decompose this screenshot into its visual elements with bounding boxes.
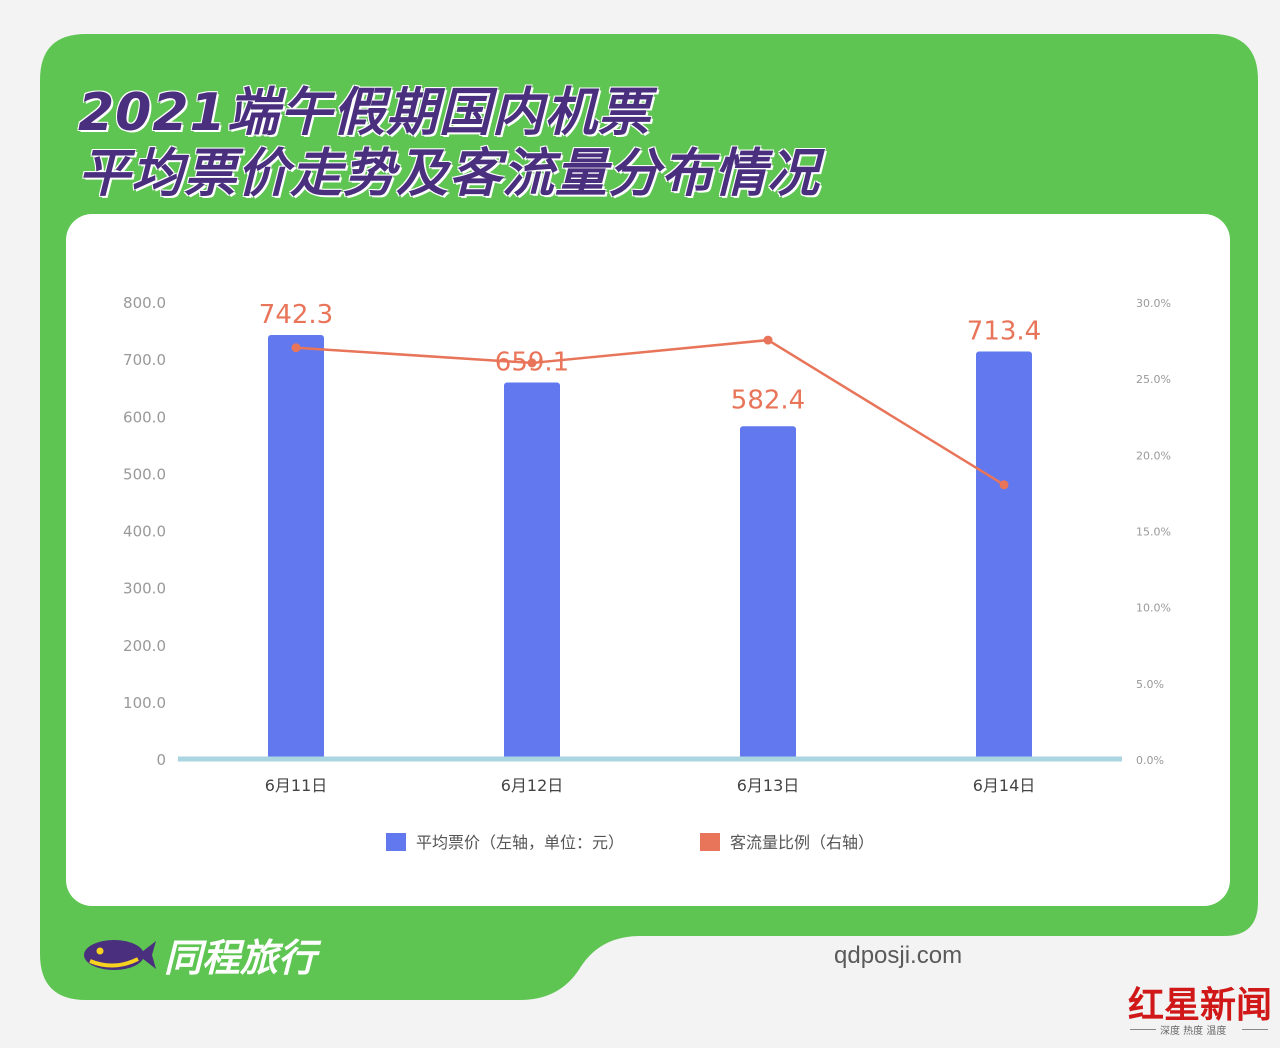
line-point-2 xyxy=(527,358,537,368)
line-point-4 xyxy=(999,480,1009,490)
left-axis-tick-label: 0 xyxy=(156,751,166,769)
x-axis-tick-label: 6月14日 xyxy=(973,776,1036,795)
bar-3 xyxy=(740,426,796,759)
x-axis-tick-label: 6月12日 xyxy=(501,776,564,795)
x-axis-tick-label: 6月11日 xyxy=(265,776,328,795)
chart-title-line-1: 2021端午假期国内机票 xyxy=(78,83,651,143)
news-rule-right xyxy=(1242,1029,1268,1030)
bar-2 xyxy=(504,382,560,759)
bar-data-label: 742.3 xyxy=(259,300,333,330)
left-axis-tick-label: 400.0 xyxy=(123,523,166,541)
news-tagline: 深度 热度 温度 xyxy=(1160,1026,1227,1037)
chart-card: 0 100.0 200.0 300.0 400.0 500.0 600.0 700.0 800.… xyxy=(66,214,1230,906)
left-axis-tick-label: 100.0 xyxy=(123,694,166,712)
bar-1 xyxy=(268,334,324,759)
left-axis-tick-label: 800.0 xyxy=(123,294,166,312)
right-axis-tick-label: 20.0% xyxy=(1136,449,1171,462)
chart-title-line-2: 平均票价走势及客流量分布情况 xyxy=(78,144,821,204)
left-axis-tick-label: 700.0 xyxy=(123,351,166,369)
line-point-1 xyxy=(291,343,301,353)
bar-data-label: 713.4 xyxy=(967,316,1041,346)
line-series-path xyxy=(295,338,1005,486)
legend-label-bars: 平均票价（左轴，单位：元） xyxy=(416,833,624,852)
news-rule-left xyxy=(1130,1029,1156,1030)
right-axis-tick-label: 5.0% xyxy=(1136,678,1164,691)
left-axis-tick-label: 300.0 xyxy=(123,580,166,598)
watermark-text: qdposji.com xyxy=(834,942,963,969)
right-axis-tick-label: 25.0% xyxy=(1136,373,1171,386)
line-point-3 xyxy=(763,335,773,345)
bar-data-label: 582.4 xyxy=(731,385,805,415)
bar-4 xyxy=(976,351,1032,759)
left-axis-tick-label: 200.0 xyxy=(123,637,166,655)
right-axis-tick-label: 15.0% xyxy=(1136,526,1171,539)
left-axis-tick-label: 500.0 xyxy=(123,465,166,483)
brand-logo: 同程旅行 xyxy=(80,926,316,982)
news-logo: 红星新闻 xyxy=(1128,984,1273,1026)
legend-label-line: 客流量比例（右轴） xyxy=(730,833,874,852)
right-axis-tick-label: 30.0% xyxy=(1136,297,1171,310)
brand-name: 同程旅行 xyxy=(164,935,317,980)
plane-fish-icon xyxy=(84,940,156,970)
legend-swatch-bars xyxy=(386,833,406,851)
left-axis-tick-label: 600.0 xyxy=(123,408,166,426)
chart-canvas: 0 100.0 200.0 300.0 400.0 500.0 600.0 700.0 800.… xyxy=(123,294,1171,852)
right-axis-tick-label: 0.0% xyxy=(1136,754,1164,767)
bar-data-label: 659.1 xyxy=(495,347,569,377)
legend-swatch-line xyxy=(700,833,720,851)
x-axis-tick-label: 6月13日 xyxy=(737,776,800,795)
right-axis-tick-label: 10.0% xyxy=(1136,602,1171,615)
